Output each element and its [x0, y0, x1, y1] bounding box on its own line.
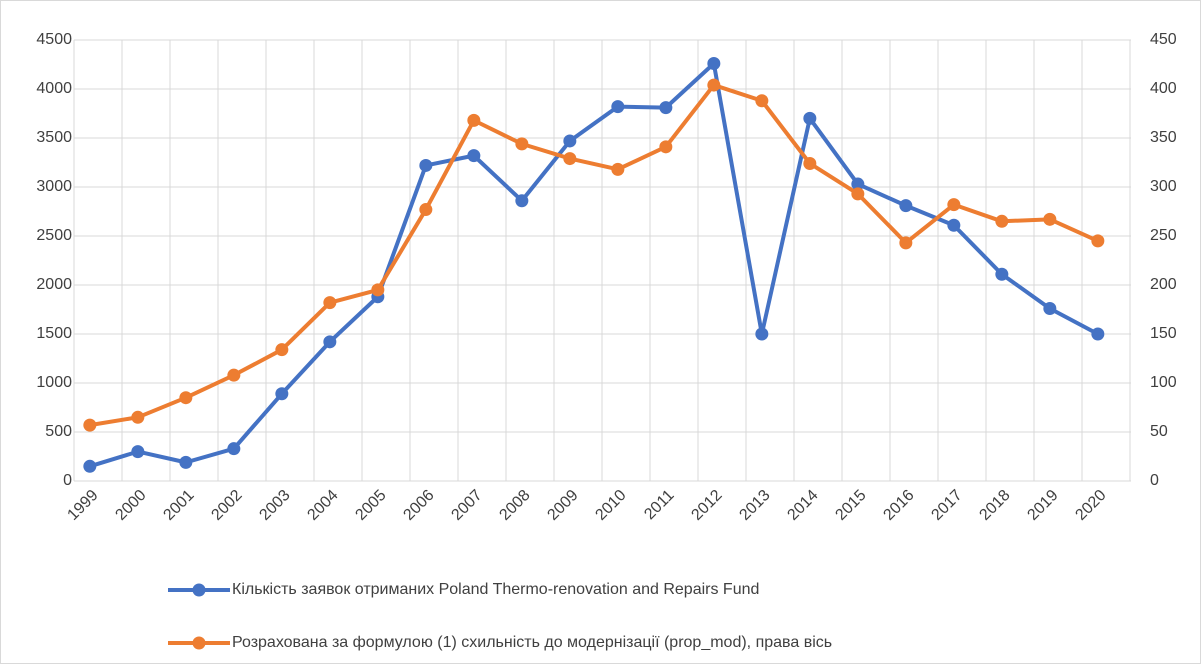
point: [563, 152, 577, 166]
point: [851, 177, 865, 191]
y-tick-label: 4000: [36, 80, 72, 97]
point: [659, 140, 673, 154]
point: [515, 137, 529, 151]
y-tick-label: 500: [45, 423, 72, 440]
point: [83, 459, 97, 473]
point: [515, 194, 529, 208]
point: [995, 267, 1009, 281]
point: [419, 203, 433, 217]
legend-marker: [192, 636, 206, 650]
point: [851, 187, 865, 201]
point: [803, 156, 817, 170]
point: [611, 162, 625, 176]
y-tick-label: 2500: [36, 227, 72, 244]
point: [1043, 302, 1057, 316]
y-tick-label: 1500: [36, 325, 72, 342]
y-tick-label: 1000: [36, 374, 72, 391]
point: [179, 391, 193, 405]
point: [419, 158, 433, 172]
y-tick-label: 0: [63, 472, 72, 489]
point: [947, 198, 961, 212]
y2-tick-label: 350: [1150, 129, 1177, 146]
y2-tick-label: 450: [1150, 31, 1177, 48]
y2-tick-label: 0: [1150, 472, 1159, 489]
point: [611, 100, 625, 114]
point: [131, 410, 145, 424]
point: [707, 78, 721, 92]
point: [371, 283, 385, 297]
point: [323, 335, 337, 349]
point: [995, 214, 1009, 228]
point: [467, 149, 481, 163]
point: [803, 111, 817, 125]
point: [179, 455, 193, 469]
y2-tick-label: 150: [1150, 325, 1177, 342]
point: [659, 101, 673, 115]
legend-marker: [192, 583, 206, 597]
point: [755, 94, 769, 108]
y2-tick-label: 400: [1150, 80, 1177, 97]
point: [227, 442, 241, 456]
y-tick-label: 3000: [36, 178, 72, 195]
point: [707, 57, 721, 71]
series-line: [89, 61, 1099, 469]
point: [467, 113, 481, 127]
point: [899, 236, 913, 250]
point: [563, 134, 577, 148]
point: [131, 445, 145, 459]
point: [755, 327, 769, 341]
point: [323, 296, 337, 310]
y2-tick-label: 50: [1150, 423, 1168, 440]
y-tick-label: 2000: [36, 276, 72, 293]
y-tick-label: 4500: [36, 31, 72, 48]
point: [947, 218, 961, 232]
y2-tick-label: 250: [1150, 227, 1177, 244]
point: [227, 368, 241, 382]
legend-label: Розрахована за формулою (1) схильність д…: [232, 634, 832, 651]
point: [1091, 234, 1105, 248]
point: [83, 418, 97, 432]
series-line: [89, 83, 1099, 428]
y-tick-label: 3500: [36, 129, 72, 146]
legend-label: Кількість заявок отриманих Poland Thermo…: [232, 581, 759, 598]
point: [275, 387, 289, 401]
point: [1043, 212, 1057, 226]
point: [899, 199, 913, 213]
y2-tick-label: 300: [1150, 178, 1177, 195]
point: [275, 343, 289, 357]
y2-tick-label: 100: [1150, 374, 1177, 391]
y2-tick-label: 200: [1150, 276, 1177, 293]
point: [1091, 327, 1105, 341]
